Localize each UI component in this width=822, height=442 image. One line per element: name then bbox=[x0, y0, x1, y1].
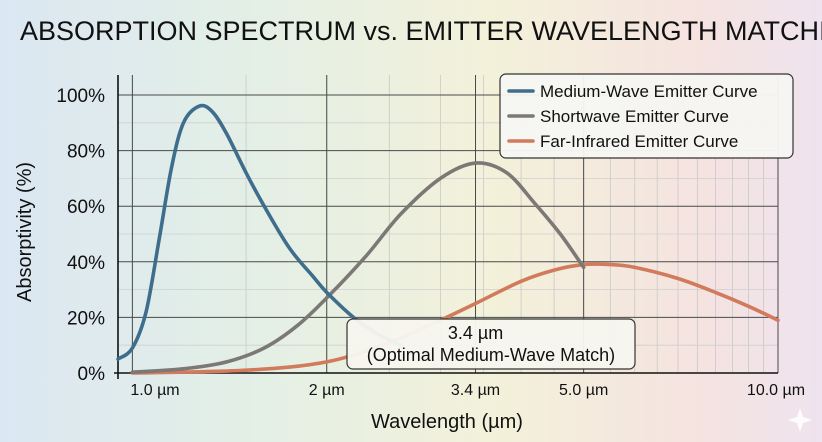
x-tick-label: 10.0 µm bbox=[747, 382, 805, 399]
y-tick-label: 40% bbox=[67, 253, 105, 274]
annotation-line-1: 3.4 µm bbox=[448, 323, 503, 343]
y-tick-label: 80% bbox=[67, 142, 105, 163]
sparkle-icon bbox=[788, 408, 812, 432]
series-line-far-infrared bbox=[130, 262, 780, 375]
x-axis-label: Wavelength (µm) bbox=[371, 411, 523, 433]
legend-item-far-infrared: Far-Infrared Emitter Curve bbox=[540, 132, 738, 151]
legend-item-medium-wave: Medium-Wave Emitter Curve bbox=[540, 82, 758, 101]
x-tick-label: 2 µm bbox=[309, 382, 345, 399]
y-axis-label: Absorptivity (%) bbox=[14, 162, 36, 302]
x-tick-label: 5.0 µm bbox=[559, 382, 608, 399]
chart-title: ABSORPTION SPECTRUM vs. EMITTER WAVELENG… bbox=[20, 16, 822, 46]
y-tick-label: 100% bbox=[56, 86, 105, 107]
x-tick-label: 1.0 µm bbox=[130, 382, 179, 399]
legend-box bbox=[499, 73, 794, 159]
legend-item-shortwave: Shortwave Emitter Curve bbox=[540, 107, 729, 126]
series-line-shortwave bbox=[130, 161, 586, 374]
x-tick-label: 3.4 µm bbox=[451, 382, 500, 399]
annotation-box bbox=[346, 318, 636, 370]
annotation-line-2: (Optimal Medium-Wave Match) bbox=[367, 345, 615, 365]
legend: Medium-Wave Emitter Curve Shortwave Emitt… bbox=[499, 73, 794, 159]
y-tick-label: 0% bbox=[78, 364, 106, 385]
axis-tick-labels: 0% 20% 40% 60% 80% 100% 1.0 µm 2 µm 3.4 µm 5.0 µm… bbox=[56, 86, 805, 399]
series-line-medium-wave bbox=[116, 103, 403, 361]
annotation: 3.4 µm(Optimal Medium-Wave Match) bbox=[346, 318, 636, 370]
series-lines bbox=[116, 103, 780, 375]
y-tick-label: 20% bbox=[67, 308, 105, 329]
y-tick-label: 60% bbox=[67, 197, 105, 218]
axes bbox=[114, 75, 778, 379]
